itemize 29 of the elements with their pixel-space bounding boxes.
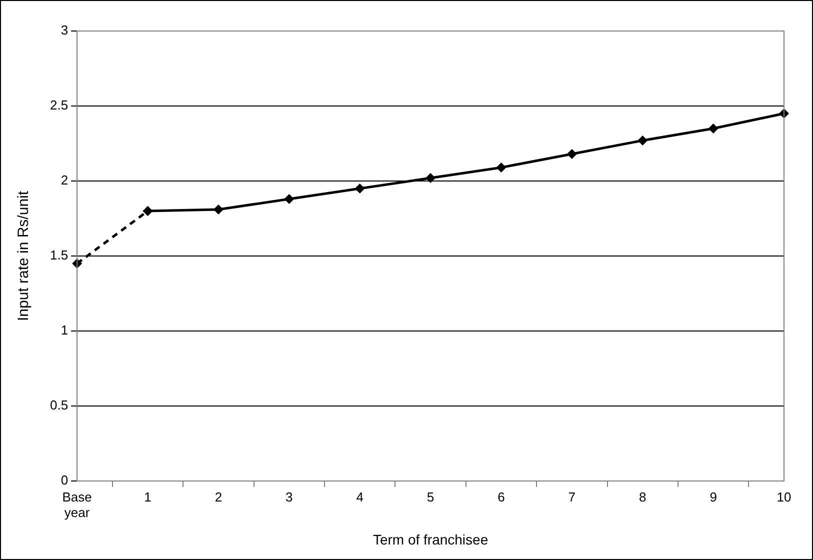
x-axis-title: Term of franchisee bbox=[372, 531, 488, 548]
y-tick-label: 1.5 bbox=[50, 248, 68, 263]
point bbox=[566, 149, 577, 159]
point bbox=[496, 162, 506, 172]
y-tick-label: 2 bbox=[60, 172, 68, 188]
x-tick-label: 4 bbox=[356, 489, 364, 504]
x-tick-label: 8 bbox=[638, 489, 646, 504]
y-tick-label: 0.5 bbox=[50, 398, 68, 413]
point bbox=[354, 184, 365, 194]
x-tick-label: 10 bbox=[776, 489, 792, 504]
point bbox=[708, 124, 718, 134]
y-tick-label: 2.5 bbox=[50, 98, 68, 113]
x-tick-label: 5 bbox=[426, 489, 434, 504]
y-tick-label: 3 bbox=[60, 22, 68, 38]
y-tick-label: 0 bbox=[60, 472, 68, 488]
point bbox=[638, 136, 648, 146]
x-tick-label: Base year bbox=[62, 489, 92, 520]
x-tick-label: 3 bbox=[286, 489, 293, 504]
x-tick-label: 9 bbox=[710, 489, 717, 504]
point bbox=[142, 206, 153, 216]
y-axis-title: Input rate in Rs/unit bbox=[15, 190, 32, 322]
y-tick-label: 1 bbox=[60, 322, 68, 338]
point bbox=[213, 204, 224, 214]
x-tick-label: 2 bbox=[214, 489, 222, 504]
x-tick-label: 1 bbox=[144, 489, 152, 504]
x-tick-label: 6 bbox=[498, 489, 505, 504]
point bbox=[426, 173, 436, 183]
point bbox=[284, 194, 294, 204]
x-tick-label: 7 bbox=[568, 489, 576, 504]
